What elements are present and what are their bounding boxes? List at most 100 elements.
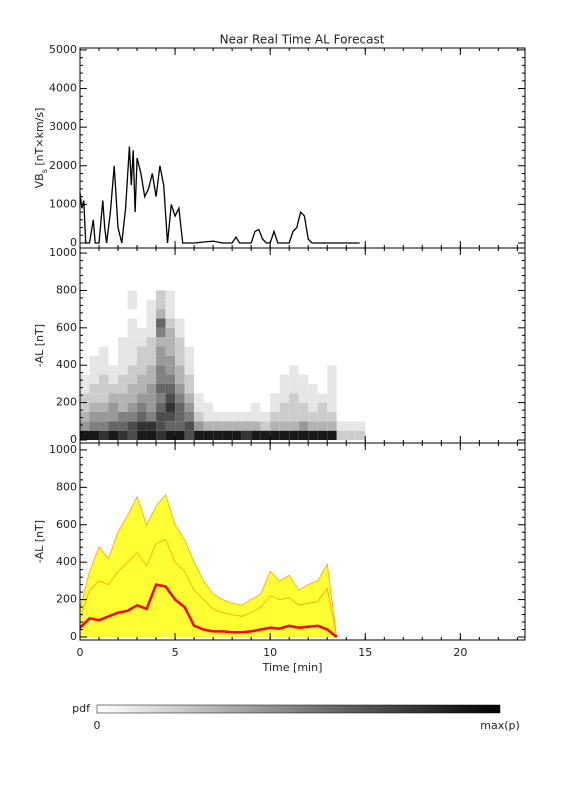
pdf-cell <box>251 346 261 356</box>
pdf-cell <box>184 290 195 300</box>
pdf-cell <box>241 365 252 375</box>
pdf-cell <box>241 318 252 328</box>
pdf-cell <box>327 393 337 403</box>
pdf-cell <box>146 383 157 394</box>
pdf-cell <box>184 346 195 356</box>
pdf-cell <box>251 355 261 366</box>
pdf-cell <box>89 430 100 441</box>
pdf-cell <box>80 393 90 403</box>
pdf-cell <box>137 365 147 375</box>
y-tick-label: 3000 <box>49 120 77 133</box>
pdf-cell <box>270 383 280 394</box>
pdf-cell <box>251 299 261 310</box>
pdf-cell <box>279 383 290 394</box>
pdf-cell <box>80 346 90 356</box>
pdf-cell <box>346 421 356 431</box>
pdf-cell <box>89 290 100 300</box>
pdf-cell <box>317 393 328 403</box>
pdf-cell <box>222 393 233 403</box>
pdf-cell <box>184 337 195 347</box>
pdf-cell <box>213 383 223 394</box>
pdf-cell <box>289 365 299 375</box>
pdf-cell <box>308 430 318 441</box>
pdf-cell <box>80 327 90 338</box>
pdf-cell <box>108 318 119 328</box>
pdf-cell <box>346 309 356 319</box>
pdf-cell <box>146 365 157 375</box>
pdf-cell <box>346 393 356 403</box>
x-tick-label: 10 <box>263 646 277 659</box>
pdf-cell <box>232 402 242 412</box>
pdf-cell <box>241 374 252 384</box>
pdf-cell <box>156 346 166 356</box>
pdf-cell <box>222 290 233 300</box>
pdf-cell <box>222 402 233 412</box>
pdf-cell <box>346 374 356 384</box>
pdf-cell <box>251 411 261 422</box>
pdf-cell <box>251 374 261 384</box>
pdf-cell <box>355 337 366 347</box>
pdf-cell <box>175 337 185 347</box>
pdf-cell <box>127 337 138 347</box>
pdf-cell <box>251 393 261 403</box>
pdf-cell <box>165 411 176 422</box>
pdf-cell <box>99 299 109 310</box>
pdf-cell <box>194 393 204 403</box>
pdf-cell <box>165 337 176 347</box>
pdf-cell <box>99 346 109 356</box>
pdf-cell <box>203 337 214 347</box>
pdf-cell <box>232 318 242 328</box>
pdf-cell <box>232 365 242 375</box>
pdf-cell <box>346 383 356 394</box>
pdf-cell <box>175 393 185 403</box>
pdf-cell <box>99 309 109 319</box>
pdf-cell <box>336 393 347 403</box>
pdf-cell <box>108 355 119 366</box>
pdf-cell <box>355 355 366 366</box>
pdf-cell <box>137 290 147 300</box>
data-line <box>79 493 338 638</box>
pdf-cell <box>298 393 309 403</box>
pdf-cell <box>336 365 347 375</box>
pdf-cell <box>270 365 280 375</box>
x-tick-label: 20 <box>453 646 467 659</box>
pdf-cell <box>127 346 138 356</box>
pdf-cell <box>99 290 109 300</box>
pdf-cell <box>241 411 252 422</box>
pdf-cell <box>260 290 271 300</box>
pdf-cell <box>137 309 147 319</box>
pdf-cell <box>127 309 138 319</box>
pdf-cell <box>175 411 185 422</box>
pdf-cell <box>279 402 290 412</box>
pdf-cell <box>232 346 242 356</box>
pdf-cell <box>99 374 109 384</box>
pdf-cell <box>241 421 252 431</box>
pdf-cell <box>203 393 214 403</box>
pdf-cell <box>308 327 318 338</box>
pdf-cell <box>289 309 299 319</box>
pdf-cell <box>99 318 109 328</box>
pdf-cell <box>232 383 242 394</box>
pdf-cell <box>336 411 347 422</box>
pdf-cell <box>203 299 214 310</box>
pdf-cell <box>355 411 366 422</box>
pdf-cell <box>165 318 176 328</box>
y-axis-label-part: [nT×km/s] <box>33 108 46 170</box>
pdf-cell <box>355 393 366 403</box>
pdf-cell <box>327 411 337 422</box>
y-tick-label: 200 <box>56 593 77 606</box>
pdf-cell <box>146 318 157 328</box>
pdf-cell <box>118 337 128 347</box>
pdf-cell <box>232 393 242 403</box>
pdf-cell <box>108 393 119 403</box>
pdf-cell <box>99 411 109 422</box>
pdf-cell <box>308 299 318 310</box>
y-tick-label: 0 <box>70 236 77 249</box>
pdf-cell <box>279 365 290 375</box>
pdf-cell <box>232 290 242 300</box>
pdf-cell <box>336 309 347 319</box>
pdf-cell <box>270 393 280 403</box>
pdf-cell <box>175 355 185 366</box>
pdf-cell <box>108 337 119 347</box>
